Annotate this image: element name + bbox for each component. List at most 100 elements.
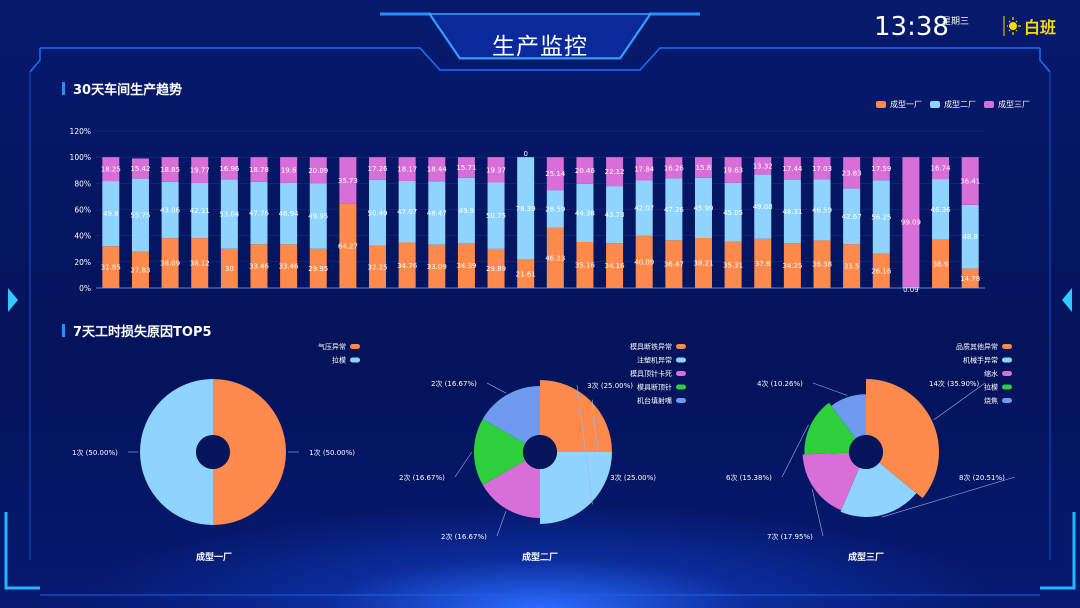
bar-segment: [220, 248, 238, 288]
bar-value-label: 50.75: [486, 212, 506, 220]
pie-legend-label: 烧焦: [984, 396, 998, 405]
bar-segment: [250, 181, 268, 245]
leader-line: [576, 384, 593, 505]
bar-segment: [161, 157, 179, 182]
bar-segment: [694, 177, 712, 239]
bar-value-label: 45.99: [693, 204, 713, 212]
bar-segment: [309, 183, 327, 249]
bar-value-label: 29.95: [308, 265, 328, 273]
bar-value-label: 46.94: [279, 210, 300, 218]
bar-segment: [872, 157, 890, 181]
bar-value-label: 49.8: [103, 210, 119, 218]
slice-label: 2次 (16.67%): [441, 532, 487, 541]
legend-label-2: 成型二厂: [944, 100, 976, 109]
section-title-loss: 7天工时损失原因TOP5: [62, 321, 212, 340]
bar-segment: [428, 244, 446, 288]
pie-legend-swatch: [1002, 398, 1012, 403]
bar-segment: [487, 157, 505, 183]
bar-segment: [813, 240, 831, 288]
bar-value-label: 18.44: [427, 166, 448, 174]
bar-value-label: 25.14: [545, 170, 566, 178]
bar-segment: [457, 243, 475, 288]
bar-segment: [754, 238, 772, 288]
pie-legend-swatch: [676, 398, 686, 403]
bar-value-label: 17.84: [634, 165, 655, 173]
bar-value-label: 22.12: [605, 168, 625, 176]
bar-segment: [754, 157, 772, 175]
bar-segment: [635, 157, 653, 181]
pie-legend-swatch: [1002, 357, 1012, 363]
bar-value-label: 18.25: [101, 166, 121, 174]
bar-segment: [487, 182, 505, 249]
bar-segment: [932, 179, 950, 240]
bar-segment: [102, 181, 120, 247]
pie-legend-label: 缩水: [984, 369, 998, 378]
leader-line: [496, 510, 507, 537]
bar-value-label: 37.6: [755, 260, 771, 268]
bar-segment: [309, 248, 327, 288]
bar-value-label: 19.37: [486, 166, 506, 174]
y-tick-label: 80%: [74, 179, 91, 188]
pie-title-1: 成型一厂: [196, 553, 233, 563]
bar-segment: [546, 190, 564, 228]
bar-value-label: 38.21: [693, 260, 713, 268]
bar-segment: [280, 244, 298, 288]
pie-legend-swatch: [1002, 344, 1012, 349]
bar-segment: [517, 259, 535, 288]
leader-line: [812, 382, 848, 396]
bar-value-label: 18.17: [397, 166, 417, 174]
bar-value-label: 36.41: [960, 177, 980, 185]
pie-legend-swatch: [676, 384, 686, 390]
bar-segment: [309, 157, 327, 184]
section-marker: [62, 82, 65, 95]
clock-time: 13:38: [874, 12, 949, 42]
bar-value-label: 48.47: [427, 209, 447, 217]
bar-value-label: 47.07: [397, 208, 417, 216]
slice-label: 6次 (15.38%): [726, 473, 772, 482]
pie-legend-label: 气压异常: [318, 342, 346, 351]
bar-value-label: 14.78: [960, 275, 980, 283]
bar-value-label: 21.61: [516, 270, 536, 278]
pie-legend-swatch: [676, 344, 686, 349]
bar-segment: [398, 157, 416, 181]
bar-value-label: 19.6: [281, 166, 297, 174]
bar-value-label: 0.09: [903, 286, 919, 294]
bar-value-label: 34.25: [782, 262, 802, 270]
bar-value-label: 50.49: [367, 209, 387, 217]
bar-value-label: 49.9: [459, 207, 475, 215]
bar-segment: [220, 157, 238, 180]
bar-value-label: 43.06: [160, 206, 181, 214]
pie-title-3: 成型三厂: [848, 553, 885, 563]
pie-legend-label: 机台填射嘴: [637, 396, 672, 405]
bar-value-label: 53.04: [219, 211, 240, 219]
bar-segment: [606, 243, 624, 288]
slice-label: 2次 (16.67%): [399, 473, 445, 482]
bar-value-label: 56.25: [871, 213, 891, 221]
bar-segment: [369, 179, 387, 246]
y-tick-label: 60%: [74, 206, 91, 215]
bar-value-label: 33.09: [427, 263, 447, 271]
bar-segment: [576, 241, 594, 288]
bar-value-label: 30: [225, 265, 234, 273]
bar-value-label: 20.09: [308, 167, 328, 175]
pie-legend-swatch: [676, 371, 686, 376]
pie-legend-swatch: [676, 357, 686, 363]
y-tick-label: 120%: [70, 127, 91, 136]
pie-legend-swatch: [1002, 384, 1012, 390]
bar-segment: [665, 157, 683, 179]
bar-segment: [665, 178, 683, 241]
bar-segment: [783, 243, 801, 288]
bar-legend: 成型一厂 成型二厂 成型三厂: [876, 99, 1030, 110]
bar-segment: [843, 157, 861, 189]
bar-segment: [220, 179, 238, 249]
bar-segment: [102, 157, 120, 182]
bar-segment: [724, 182, 742, 242]
legend-swatch-3: [984, 101, 994, 108]
leader-line: [486, 382, 507, 394]
bar-value-label: 17.26: [367, 165, 388, 173]
slice-label: 7次 (17.95%): [767, 532, 813, 541]
bar-value-label: 42.67: [842, 213, 862, 221]
bar-segment: [635, 180, 653, 236]
bar-value-label: 55.75: [130, 212, 150, 220]
